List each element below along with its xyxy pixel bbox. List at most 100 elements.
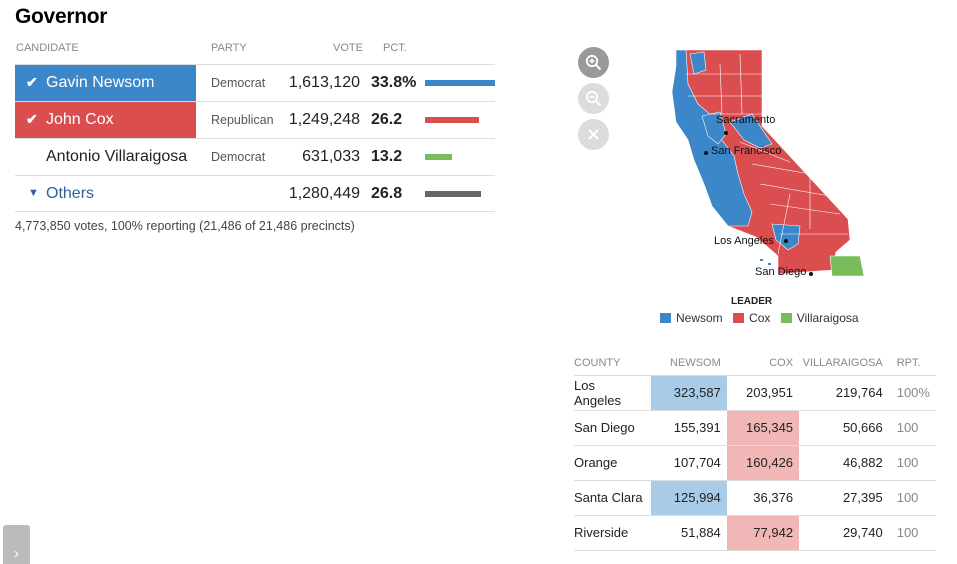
vote-share-bar [425, 154, 452, 160]
candidate-name[interactable]: Others [46, 185, 95, 202]
candidate-pct: 33.8% [371, 74, 417, 91]
legend-title: LEADER [731, 296, 773, 307]
map-label-sacramento: Sacramento [716, 114, 776, 126]
county-table-header: COUNTY NEWSOM COX VILLARAIGOSA RPT. [574, 355, 936, 375]
header-villaraigosa: VILLARAIGOSA [802, 356, 883, 369]
reporting-pct: 100 [888, 409, 936, 445]
reporting-pct: 100 [888, 514, 936, 551]
candidate-party: Republican [211, 113, 274, 127]
legend-label: Cox [749, 311, 771, 325]
candidate-name: Antonio Villaraigosa [46, 148, 188, 165]
candidate-name-cell: ✔ Gavin Newsom [15, 65, 196, 101]
newsom-votes: 51,884 [650, 514, 727, 551]
legend-label: Villaraigosa [796, 311, 859, 325]
county-name: Orange [574, 444, 651, 480]
cox-votes: 160,426 [726, 444, 800, 480]
vote-share-bar [425, 191, 481, 197]
results-header: CANDIDATE PARTY VOTE PCT. [15, 42, 495, 64]
header-vote: VOTE [333, 42, 363, 54]
villaraigosa-votes: 29,740 [799, 514, 889, 551]
newsom-votes: 125,994 [650, 479, 727, 515]
county-name: Riverside [574, 514, 651, 551]
candidate-votes: 1,249,248 [288, 111, 360, 128]
county-name: Santa Clara [574, 479, 651, 515]
others-toggle[interactable]: ▼ Others [15, 176, 196, 212]
legend-item: Cox [733, 311, 770, 325]
legend-swatch [733, 313, 745, 323]
county-row: Riverside 51,884 77,942 29,740 100 [574, 514, 936, 551]
candidate-name: Gavin Newsom [46, 74, 155, 91]
header-pct: PCT. [383, 42, 407, 54]
county-row: Orange 107,704 160,426 46,882 100 [574, 444, 936, 480]
chevron-right-icon[interactable]: › [3, 525, 30, 564]
zoom-out-icon[interactable] [585, 90, 602, 107]
villaraigosa-votes: 46,882 [799, 444, 889, 480]
reporting-pct: 100 [888, 444, 936, 480]
header-cox: COX [769, 356, 794, 369]
header-county: COUNTY [574, 356, 621, 369]
legend-swatch [780, 313, 792, 323]
candidate-name-cell: Antonio Villaraigosa [15, 139, 196, 175]
reset-map-button[interactable] [578, 119, 609, 150]
legend-label: Newsom [676, 311, 723, 325]
newsom-votes: 155,391 [650, 409, 727, 445]
county-name: Los Angeles [574, 374, 651, 410]
cox-votes: 165,345 [726, 409, 800, 445]
race-title: Governor [15, 5, 108, 28]
triangle-down-icon[interactable]: ▼ [28, 187, 39, 199]
zoom-out-button[interactable] [578, 83, 609, 114]
reporting-pct: 100 [888, 479, 936, 515]
vote-share-bar [425, 117, 479, 123]
newsom-votes: 323,587 [650, 374, 727, 410]
county-row: Los Angeles 323,587 203,951 219,764 100% [574, 374, 936, 410]
others-row[interactable]: ▼ Others 1,280,449 26.8 [15, 175, 495, 212]
zoom-in-button[interactable] [578, 47, 609, 78]
county-results-table: COUNTY NEWSOM COX VILLARAIGOSA RPT. Los … [574, 355, 936, 551]
candidate-row: ✔ John Cox Republican 1,249,248 26.2 [15, 101, 495, 138]
reporting-summary: 4,773,850 votes, 100% reporting (21,486 … [15, 219, 355, 233]
zoom-in-icon[interactable] [585, 54, 602, 71]
candidate-party: Democrat [211, 150, 266, 164]
results-table: CANDIDATE PARTY VOTE PCT. ✔ Gavin Newsom… [15, 42, 495, 212]
checkmark-icon: ✔ [26, 74, 38, 90]
candidate-row: Antonio Villaraigosa Democrat 631,033 13… [15, 138, 495, 175]
map-label-san-francisco: San Francisco [711, 145, 782, 157]
county-row: Santa Clara 125,994 36,376 27,395 100 [574, 479, 936, 515]
candidate-pct: 13.2 [371, 148, 403, 165]
header-party: PARTY [211, 42, 247, 54]
map-label-san-diego: San Diego [755, 266, 807, 278]
county-name: San Diego [574, 409, 651, 445]
expand-side-panel-button[interactable]: › [3, 525, 30, 564]
legend-swatch [660, 313, 671, 323]
candidate-votes: 1,280,449 [288, 185, 360, 202]
villaraigosa-votes: 27,395 [799, 479, 889, 515]
cox-votes: 203,951 [726, 374, 800, 410]
candidate-pct: 26.2 [371, 111, 403, 128]
close-icon[interactable] [585, 126, 602, 143]
newsom-votes: 107,704 [650, 444, 727, 480]
villaraigosa-votes: 50,666 [799, 409, 889, 445]
checkmark-icon: ✔ [26, 111, 38, 127]
candidate-row: ✔ Gavin Newsom Democrat 1,613,120 33.8% [15, 64, 495, 101]
reporting-pct: 100% [888, 374, 936, 410]
candidate-party: Democrat [211, 76, 266, 90]
county-row: San Diego 155,391 165,345 50,666 100 [574, 409, 936, 445]
legend-item: Villaraigosa [780, 311, 859, 325]
candidate-name: John Cox [46, 111, 114, 128]
california-map-svg[interactable] [660, 44, 880, 284]
cox-votes: 77,942 [726, 514, 800, 551]
header-rpt: RPT. [896, 356, 921, 369]
candidate-pct: 26.8 [371, 185, 403, 202]
header-candidate: CANDIDATE [16, 42, 79, 54]
candidate-votes: 1,613,120 [288, 74, 360, 91]
header-newsom: NEWSOM [670, 356, 721, 369]
map-legend: Newsom Cox Villaraigosa [660, 311, 866, 325]
legend-item: Newsom [660, 311, 723, 325]
candidate-name-cell: ✔ John Cox [15, 102, 196, 138]
map-label-los-angeles: Los Angeles [714, 235, 774, 247]
villaraigosa-votes: 219,764 [799, 374, 889, 410]
california-county-map[interactable]: Sacramento San Francisco Los Angeles San… [660, 44, 880, 284]
cox-votes: 36,376 [726, 479, 800, 515]
vote-share-bar [425, 80, 495, 86]
candidate-votes: 631,033 [302, 148, 360, 165]
